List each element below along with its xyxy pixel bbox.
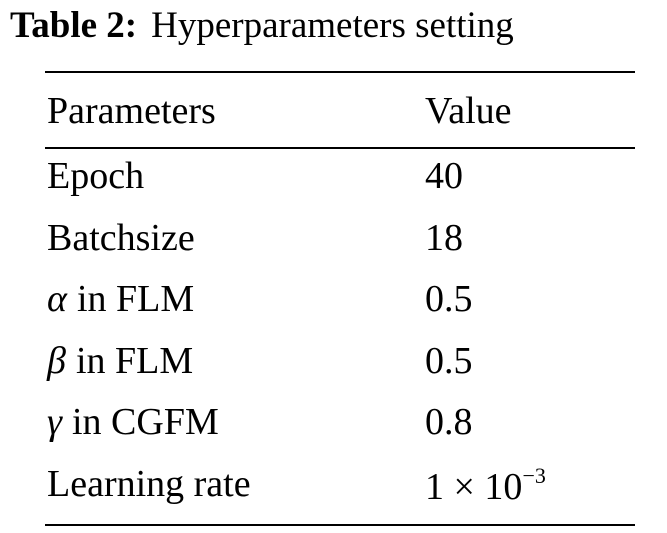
- value-cell: 0.8: [425, 401, 473, 443]
- param-name: in CGFM: [71, 401, 219, 443]
- value-base: 1 × 10: [425, 465, 523, 508]
- param-cell: α in FLM: [47, 280, 194, 318]
- value-cell: 18: [425, 216, 463, 259]
- greek-symbol: γ: [47, 401, 62, 443]
- value-cell: 0.5: [425, 339, 473, 382]
- param-name: Learning rate: [47, 462, 251, 505]
- param-name: in FLM: [76, 278, 195, 320]
- param-cell: Batchsize: [47, 219, 195, 257]
- param-name: in FLM: [75, 339, 194, 382]
- greek-symbol: β: [47, 339, 66, 382]
- value-cell: 40: [425, 155, 463, 197]
- value-cell: 1 × 10−3: [425, 462, 546, 508]
- param-cell: β in FLM: [47, 342, 193, 380]
- mid-rule: [45, 147, 635, 149]
- bottom-rule: [45, 524, 635, 526]
- header-cell: Value: [425, 90, 512, 132]
- table-caption: Table 2: Hyperparameters setting: [10, 4, 514, 47]
- value-exponent: −3: [522, 462, 546, 488]
- caption-label: Table 2:: [10, 5, 138, 46]
- param-cell: Learning rate: [47, 465, 251, 503]
- param-name: Batchsize: [47, 216, 195, 259]
- header-cell: Parameters: [47, 90, 216, 132]
- param-name: Epoch: [47, 155, 145, 197]
- value-cell: 0.5: [425, 278, 473, 320]
- caption-text: Hyperparameters setting: [151, 5, 514, 46]
- param-cell: γ in CGFM: [47, 403, 219, 441]
- param-cell: Epoch: [47, 157, 144, 195]
- greek-symbol: α: [47, 278, 67, 320]
- top-rule: [45, 71, 635, 73]
